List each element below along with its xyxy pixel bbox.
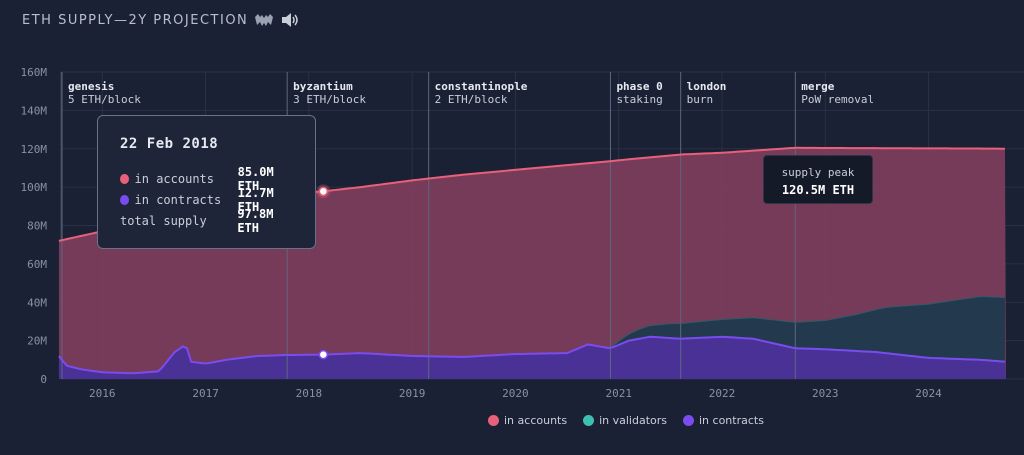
- event-description: staking: [616, 93, 662, 106]
- x-tick-label: 2021: [605, 387, 632, 400]
- x-tick-label: 2019: [399, 387, 426, 400]
- x-tick-label: 2018: [296, 387, 323, 400]
- event-description: burn: [687, 93, 714, 106]
- y-tick-label: 120M: [21, 143, 48, 156]
- speaker-icon[interactable]: [280, 11, 300, 29]
- tooltip-row-total: total supply 97.8M ETH: [120, 207, 293, 235]
- event-name: merge: [801, 80, 834, 93]
- contracts-area: [58, 336, 1006, 379]
- chart-header: ETH SUPPLY—2Y PROJECTION: [22, 11, 300, 29]
- supply-peak-callout: supply peak 120.5M ETH: [763, 155, 873, 204]
- legend-item-validators[interactable]: in validators: [583, 414, 667, 427]
- x-tick-label: 2017: [192, 387, 219, 400]
- x-tick-label: 2022: [709, 387, 736, 400]
- tooltip-value: 12.7M ETH: [237, 185, 274, 214]
- legend-label: in contracts: [699, 414, 764, 427]
- y-tick-label: 60M: [27, 258, 47, 271]
- peak-value: 120.5M ETH: [781, 183, 855, 197]
- tooltip-label: in contracts: [134, 192, 222, 207]
- event-name: phase 0: [616, 80, 662, 93]
- event-description: 2 ETH/block: [435, 93, 508, 106]
- tooltip-total-value: 97.8M ETH: [237, 206, 274, 235]
- legend-swatch: [488, 415, 499, 426]
- x-tick-label: 2020: [502, 387, 529, 400]
- tooltip-row-accounts: in accounts 85.0M ETH: [120, 165, 293, 193]
- peak-label: supply peak: [781, 166, 855, 179]
- tooltip-marker-total: [318, 186, 329, 197]
- accounts-dot: [120, 173, 129, 184]
- tooltip-label: in accounts: [134, 171, 214, 186]
- y-tick-label: 80M: [27, 220, 47, 233]
- event-description: 3 ETH/block: [293, 93, 366, 106]
- event-name: genesis: [68, 80, 114, 93]
- bat-icon[interactable]: [254, 11, 274, 29]
- tooltip-row-contracts: in contracts 12.7M ETH: [120, 186, 293, 214]
- legend-label: in validators: [599, 414, 667, 427]
- legend-swatch: [583, 415, 595, 426]
- y-tick-label: 140M: [21, 104, 48, 117]
- contracts-line: [58, 335, 1006, 375]
- legend-item-accounts[interactable]: in accounts: [488, 414, 567, 427]
- tooltip-date: 22 Feb 2018: [120, 136, 219, 152]
- x-axis-labels: 2016 2017 2018 2019 2020 2021 2022 2023 2024: [89, 387, 942, 400]
- chart-legend: in accounts in validators in contracts: [488, 414, 764, 427]
- validators-line: [612, 295, 1005, 347]
- x-tick-label: 2023: [812, 387, 839, 400]
- legend-label: in accounts: [504, 414, 568, 427]
- tooltip-value: 85.0M ETH: [237, 164, 274, 193]
- contracts-dot: [120, 194, 129, 205]
- y-tick-label: 20M: [27, 335, 47, 348]
- y-tick-label: 0: [40, 373, 47, 386]
- chart-title: ETH SUPPLY—2Y PROJECTION: [22, 12, 249, 28]
- tooltip-marker-contracts: [318, 349, 329, 360]
- hover-tooltip: 22 Feb 2018 in accounts 85.0M ETH in con…: [97, 115, 316, 249]
- event-name: constantinople: [435, 80, 528, 93]
- legend-item-contracts[interactable]: in contracts: [683, 414, 764, 427]
- y-tick-label: 160M: [21, 66, 48, 79]
- x-tick-label: 2016: [89, 387, 116, 400]
- event-name: london: [687, 80, 727, 93]
- hover-markers: [316, 184, 331, 360]
- y-tick-label: 100M: [21, 181, 48, 194]
- legend-swatch: [683, 415, 694, 426]
- x-tick-label: 2024: [915, 387, 942, 400]
- tooltip-total-label: total supply: [120, 213, 207, 228]
- event-description: PoW removal: [801, 93, 874, 106]
- event-name: byzantium: [293, 80, 353, 93]
- event-description: 5 ETH/block: [68, 93, 141, 106]
- validators-area: [610, 296, 1005, 362]
- y-tick-label: 40M: [27, 296, 47, 309]
- y-axis-labels: 0 20M 40M 60M 80M 100M 120M 140M 160M: [21, 66, 48, 386]
